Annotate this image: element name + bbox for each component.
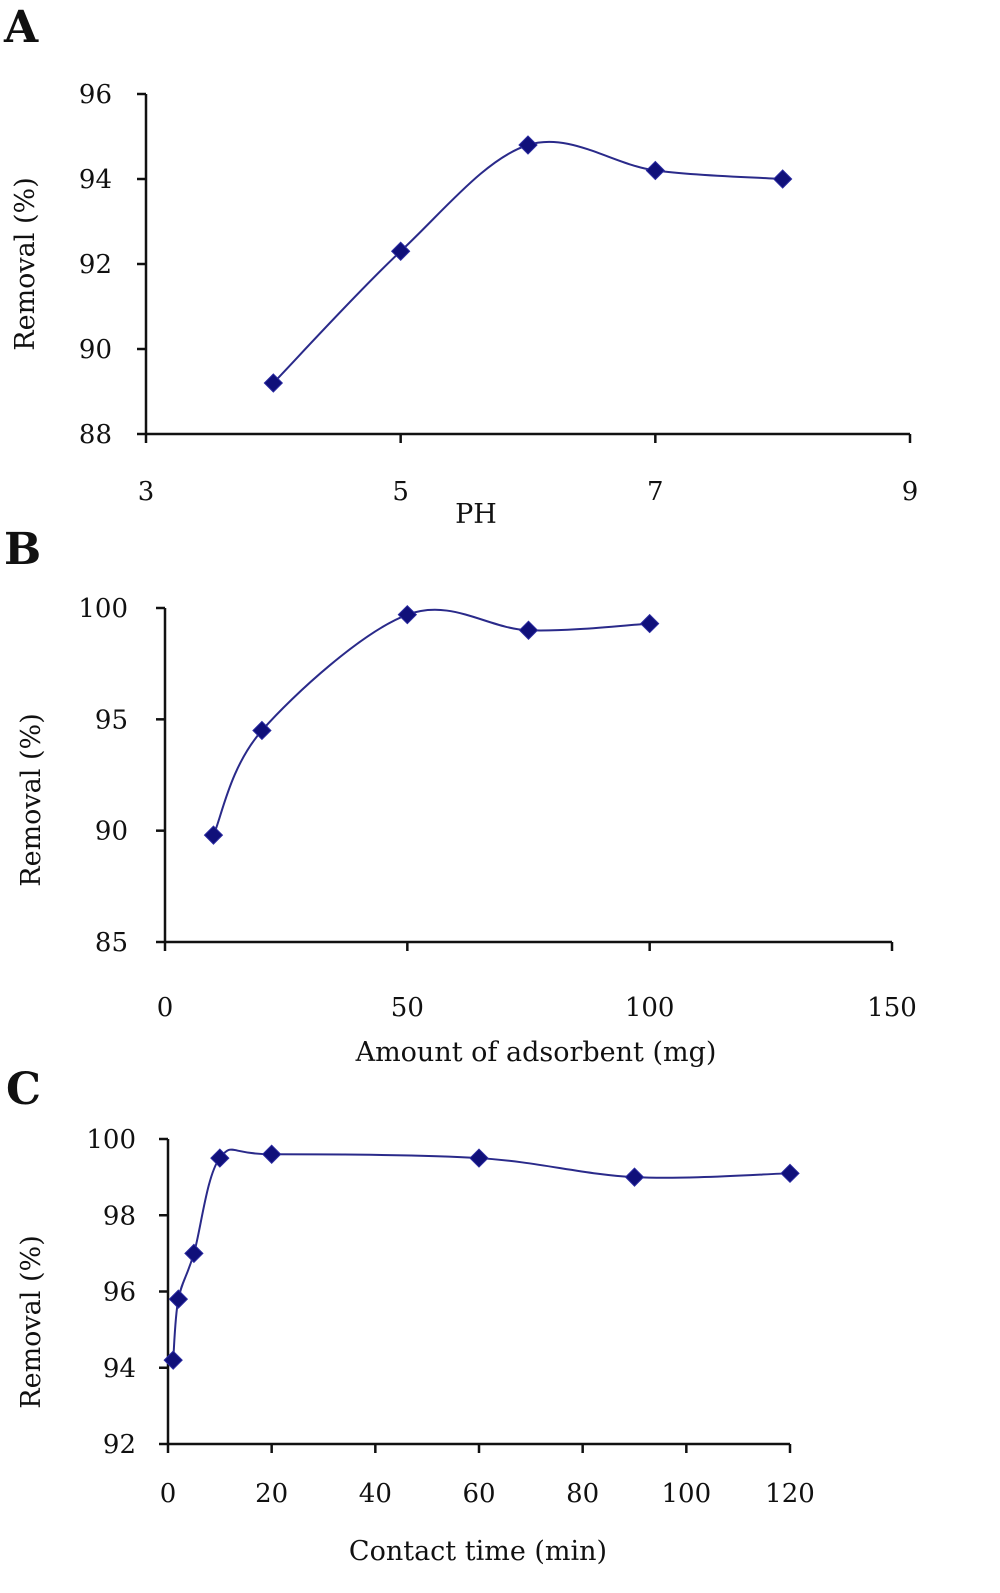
x-tick-label-c: 120 xyxy=(765,1479,815,1509)
y-axis-title-b: Removal (%) xyxy=(16,713,47,886)
y-tick-label-c: 100 xyxy=(86,1125,136,1155)
x-tick-label-c: 100 xyxy=(662,1479,712,1509)
x-tick-label-c: 40 xyxy=(359,1479,392,1509)
data-point-a xyxy=(772,169,793,189)
y-axis-ticks-b: 85 90 95 100 xyxy=(78,594,165,958)
x-tick-label-c: 80 xyxy=(566,1479,599,1509)
x-tick-label-b: 100 xyxy=(625,993,675,1023)
y-tick-label-b: 100 xyxy=(78,594,128,624)
panel-letter-a: A xyxy=(3,2,39,53)
y-tick-label-c: 96 xyxy=(103,1278,136,1308)
chart-panel-c: C 92 94 96 98 100 0 20 40 60 80 100 120 Contact ti… xyxy=(6,1064,815,1567)
y-tick-label-b: 90 xyxy=(95,817,128,847)
x-tick-label-c: 20 xyxy=(255,1479,288,1509)
data-point-b xyxy=(518,620,539,640)
x-axis-ticks-c: 0 20 40 60 80 100 120 xyxy=(160,1444,815,1509)
data-point-c xyxy=(261,1144,282,1164)
series-line-a xyxy=(272,140,783,384)
data-point-c xyxy=(780,1163,800,1184)
y-tick-label-b: 95 xyxy=(95,705,128,735)
data-point-a xyxy=(390,241,411,261)
x-tick-label-a: 7 xyxy=(647,477,664,507)
x-tick-label-a: 5 xyxy=(392,477,409,507)
data-point-c xyxy=(210,1148,230,1168)
data-point-b xyxy=(397,604,418,625)
x-axis-title-c: Contact time (min) xyxy=(349,1536,607,1567)
data-point-c xyxy=(163,1350,183,1370)
y-axis-ticks-c: 92 94 96 98 100 xyxy=(86,1125,168,1460)
y-tick-label-c: 98 xyxy=(103,1201,136,1231)
x-axis-ticks-a: 3 5 7 9 xyxy=(138,434,919,507)
x-tick-label-c: 0 xyxy=(160,1479,177,1509)
x-tick-label-a: 3 xyxy=(138,477,155,507)
y-tick-label-b: 85 xyxy=(95,928,128,958)
data-point-a xyxy=(263,373,284,393)
x-tick-label-b: 150 xyxy=(867,993,917,1023)
data-point-c xyxy=(469,1148,489,1168)
chart-panel-a: A 88 90 92 94 96 3 5 7 9 PH Removal (%) xyxy=(3,2,918,530)
y-tick-label-a: 90 xyxy=(79,335,112,365)
data-point-a xyxy=(518,135,538,155)
data-point-b xyxy=(639,613,660,634)
x-tick-label-b: 50 xyxy=(391,993,424,1023)
data-point-c xyxy=(168,1289,189,1309)
x-tick-label-b: 0 xyxy=(157,993,174,1023)
x-axis-title-b: Amount of adsorbent (mg) xyxy=(355,1037,717,1068)
y-axis-title-c: Removal (%) xyxy=(16,1235,47,1408)
data-point-b xyxy=(203,825,224,845)
series-markers-b xyxy=(203,604,660,845)
data-point-c xyxy=(184,1243,204,1264)
series-line-c xyxy=(172,1148,791,1361)
y-tick-label-c: 94 xyxy=(103,1354,136,1384)
x-tick-label-a: 9 xyxy=(902,477,919,507)
y-tick-label-c: 92 xyxy=(103,1430,136,1460)
y-tick-label-a: 88 xyxy=(79,420,112,450)
y-axis-ticks-a: 88 90 92 94 96 xyxy=(79,80,146,450)
data-point-b xyxy=(252,720,272,741)
series-markers-a xyxy=(263,135,793,393)
data-point-c xyxy=(624,1167,645,1187)
y-tick-label-a: 96 xyxy=(79,80,112,110)
data-point-a xyxy=(645,160,666,181)
y-tick-label-a: 92 xyxy=(79,250,112,280)
series-markers-c xyxy=(163,1144,800,1370)
panel-letter-b: B xyxy=(4,524,41,575)
y-axis-title-a: Removal (%) xyxy=(10,177,41,350)
chart-panel-b: B 85 90 95 100 0 50 100 150 Amount of adsorben… xyxy=(4,524,917,1068)
y-tick-label-a: 94 xyxy=(79,165,112,195)
x-tick-label-c: 60 xyxy=(462,1479,495,1509)
x-axis-title-a: PH xyxy=(455,499,497,530)
series-line-b xyxy=(212,608,650,836)
x-axis-ticks-b: 0 50 100 150 xyxy=(157,942,917,1023)
panel-letter-c: C xyxy=(6,1064,41,1115)
